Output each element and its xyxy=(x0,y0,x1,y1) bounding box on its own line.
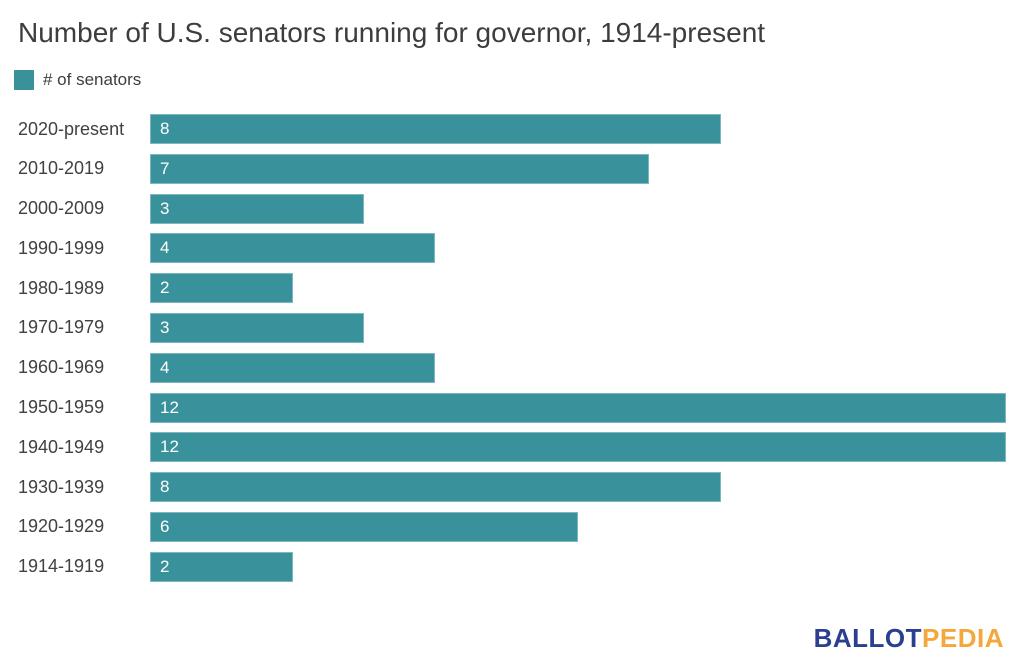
bar-value-label: 8 xyxy=(160,119,170,138)
bar-track: 4 xyxy=(150,352,1006,383)
category-label: 1940-1949 xyxy=(18,436,105,457)
bar-track: 3 xyxy=(150,312,1006,343)
category-label: 1920-1929 xyxy=(18,516,105,537)
bar-row: 1950-1959 12 xyxy=(0,392,1006,423)
bar-row: 2000-2009 3 xyxy=(0,193,1006,224)
bar: 2 xyxy=(150,273,293,304)
category-label: 2010-2019 xyxy=(18,158,105,179)
bar-row: 1990-1999 4 xyxy=(0,233,1006,264)
bar-row: 1930-1939 8 xyxy=(0,472,1006,503)
bar-value-label: 4 xyxy=(160,238,170,258)
bar-track: 2 xyxy=(150,551,1006,582)
bar-track: 6 xyxy=(150,511,1006,542)
bar-row: 1970-1979 3 xyxy=(0,312,1006,343)
category-label: 2020-present xyxy=(18,118,125,139)
chart-title: Number of U.S. senators running for gove… xyxy=(18,17,766,48)
bar: 8 xyxy=(150,472,721,503)
bar: 4 xyxy=(150,233,436,264)
bar-track: 12 xyxy=(150,432,1006,463)
bar-row: 1920-1929 6 xyxy=(0,511,1006,542)
legend: # of senators xyxy=(14,70,1024,90)
category-label: 1930-1939 xyxy=(18,476,105,497)
category-label: 1960-1969 xyxy=(18,357,105,378)
bar: 4 xyxy=(150,352,436,383)
bar-row: 2010-2019 7 xyxy=(0,153,1006,184)
bar-value-label: 8 xyxy=(160,477,170,497)
bar: 12 xyxy=(150,432,1006,463)
bar-row: 1914-1919 2 xyxy=(0,551,1006,582)
category-label: 2000-2009 xyxy=(18,198,105,219)
bar: 3 xyxy=(150,312,364,343)
category-label: 1980-1989 xyxy=(18,277,105,298)
bar-value-label: 3 xyxy=(160,198,170,218)
bar-value-label: 12 xyxy=(160,397,179,417)
bar-track: 3 xyxy=(150,193,1006,224)
bar: 3 xyxy=(150,193,364,224)
category-label: 1950-1959 xyxy=(18,397,105,418)
bar-value-label: 3 xyxy=(160,317,170,337)
bar-value-label: 7 xyxy=(160,158,170,178)
bar-value-label: 12 xyxy=(160,437,179,457)
category-label: 1914-1919 xyxy=(18,556,105,577)
category-label: 1970-1979 xyxy=(18,317,105,338)
bar-value-label: 2 xyxy=(160,278,170,298)
bar-track: 8 xyxy=(150,472,1006,503)
bar: 7 xyxy=(150,153,650,184)
bar-chart: 2020-present 8 2010-2019 7 2000-2009 3 xyxy=(0,114,1024,582)
bar-value-label: 4 xyxy=(160,357,170,377)
legend-label: # of senators xyxy=(43,70,142,89)
bar-track: 8 xyxy=(150,114,1006,144)
ballotpedia-logo: BALLOTPEDIA xyxy=(814,623,1004,654)
bar-row: 1940-1949 12 xyxy=(0,432,1006,463)
bar: 8 xyxy=(150,114,721,144)
bar-track: 2 xyxy=(150,273,1006,304)
logo-text-ballot: BALLOT xyxy=(813,623,923,653)
bar-track: 7 xyxy=(150,153,1006,184)
bar-value-label: 2 xyxy=(160,556,170,576)
category-label: 1990-1999 xyxy=(18,237,105,258)
bar-track: 4 xyxy=(150,233,1006,264)
bar-row: 1980-1989 2 xyxy=(0,273,1006,304)
legend-swatch-icon xyxy=(14,70,34,90)
bar: 12 xyxy=(150,392,1006,423)
bar-row: 1960-1969 4 xyxy=(0,352,1006,383)
logo-text-pedia: PEDIA xyxy=(922,623,1004,653)
bar-track: 12 xyxy=(150,392,1006,423)
bar: 2 xyxy=(150,551,293,582)
bar-value-label: 6 xyxy=(160,516,170,536)
bar-row: 2020-present 8 xyxy=(0,114,1006,144)
bar: 6 xyxy=(150,511,578,542)
